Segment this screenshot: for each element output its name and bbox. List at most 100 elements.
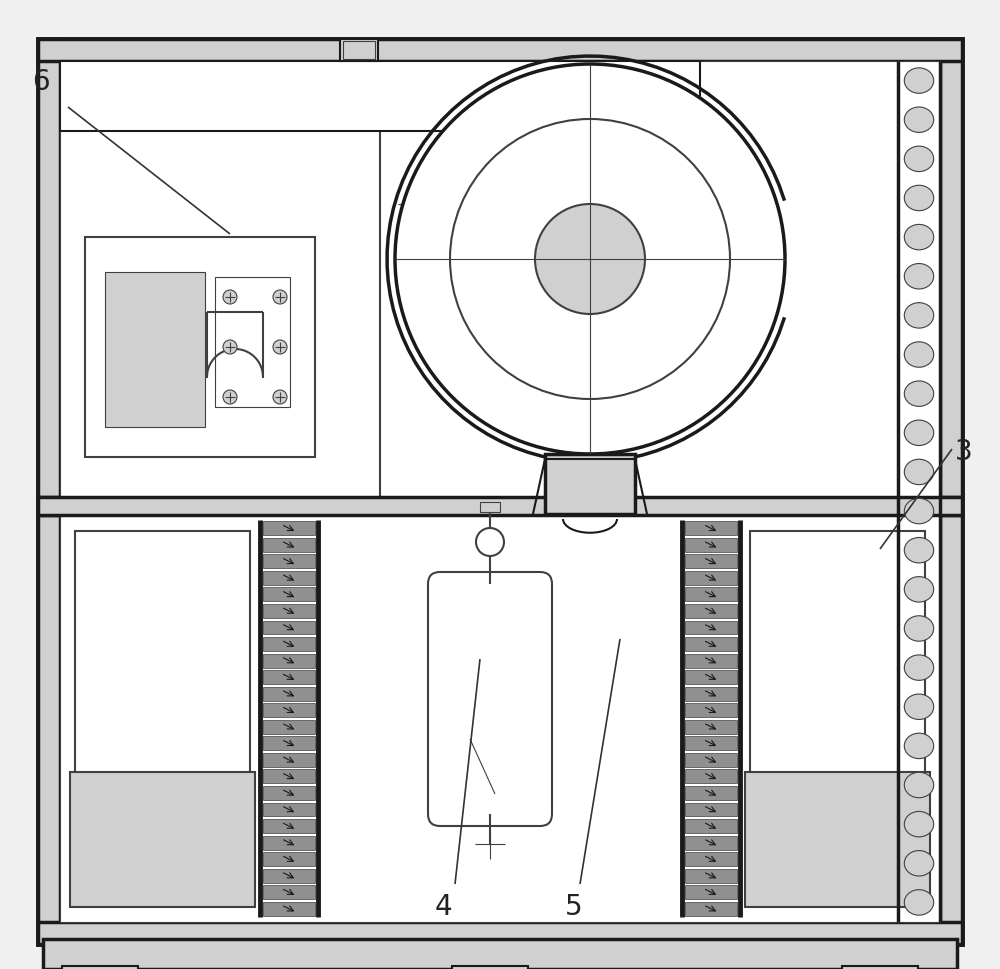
Bar bbox=[75, 531, 250, 782]
Bar bbox=[685, 687, 737, 701]
Bar bbox=[685, 853, 737, 866]
Bar bbox=[685, 539, 737, 552]
Bar bbox=[685, 819, 737, 833]
Bar bbox=[38, 40, 962, 62]
Bar bbox=[685, 753, 737, 767]
Circle shape bbox=[450, 120, 730, 399]
Ellipse shape bbox=[904, 147, 934, 172]
Bar bbox=[263, 654, 315, 668]
Bar bbox=[62, 966, 138, 969]
Bar bbox=[263, 819, 315, 833]
Bar bbox=[452, 966, 528, 969]
Bar bbox=[263, 786, 315, 800]
Circle shape bbox=[273, 341, 287, 355]
Bar bbox=[215, 278, 290, 408]
Ellipse shape bbox=[904, 772, 934, 797]
Bar bbox=[263, 869, 315, 883]
Bar bbox=[38, 40, 60, 944]
Circle shape bbox=[223, 391, 237, 405]
Bar bbox=[263, 835, 315, 850]
Circle shape bbox=[223, 291, 237, 304]
Bar bbox=[263, 769, 315, 784]
Bar bbox=[685, 786, 737, 800]
Bar bbox=[685, 835, 737, 850]
Ellipse shape bbox=[904, 655, 934, 680]
Text: 6: 6 bbox=[32, 68, 50, 96]
Circle shape bbox=[476, 528, 504, 556]
Bar bbox=[263, 853, 315, 866]
Bar bbox=[38, 922, 962, 944]
Bar bbox=[343, 42, 375, 60]
Bar bbox=[685, 802, 737, 817]
Bar bbox=[842, 966, 918, 969]
Bar bbox=[263, 687, 315, 701]
Circle shape bbox=[273, 291, 287, 304]
Bar bbox=[60, 62, 700, 132]
Circle shape bbox=[223, 341, 237, 355]
Ellipse shape bbox=[904, 265, 934, 290]
Bar bbox=[685, 720, 737, 734]
Circle shape bbox=[395, 65, 785, 454]
Ellipse shape bbox=[904, 342, 934, 368]
Ellipse shape bbox=[904, 695, 934, 720]
Bar bbox=[685, 902, 737, 916]
Bar bbox=[263, 802, 315, 817]
Ellipse shape bbox=[904, 616, 934, 641]
Bar bbox=[38, 497, 962, 516]
Ellipse shape bbox=[904, 421, 934, 446]
Bar bbox=[745, 772, 930, 907]
Bar bbox=[545, 454, 635, 515]
Bar bbox=[263, 521, 315, 536]
Bar bbox=[263, 572, 315, 585]
Bar bbox=[263, 720, 315, 734]
Bar bbox=[263, 736, 315, 750]
Bar bbox=[685, 521, 737, 536]
Ellipse shape bbox=[904, 890, 934, 915]
Bar bbox=[685, 605, 737, 618]
Bar bbox=[685, 638, 737, 651]
Bar bbox=[263, 605, 315, 618]
Bar bbox=[263, 886, 315, 899]
Bar bbox=[685, 886, 737, 899]
Bar bbox=[263, 671, 315, 684]
Bar bbox=[263, 703, 315, 717]
Ellipse shape bbox=[904, 459, 934, 485]
Bar bbox=[263, 638, 315, 651]
Bar bbox=[43, 939, 957, 969]
Bar bbox=[685, 703, 737, 717]
Ellipse shape bbox=[904, 69, 934, 94]
Text: 5: 5 bbox=[565, 892, 583, 920]
Text: 3: 3 bbox=[955, 438, 973, 465]
Bar bbox=[685, 671, 737, 684]
Ellipse shape bbox=[904, 186, 934, 211]
Bar bbox=[85, 237, 315, 457]
Bar bbox=[685, 736, 737, 750]
Circle shape bbox=[535, 204, 645, 315]
Ellipse shape bbox=[904, 382, 934, 407]
Bar bbox=[480, 503, 500, 513]
Ellipse shape bbox=[904, 734, 934, 759]
Ellipse shape bbox=[904, 499, 934, 524]
Bar bbox=[263, 588, 315, 602]
Text: 4: 4 bbox=[435, 892, 453, 920]
Ellipse shape bbox=[904, 538, 934, 563]
Bar bbox=[263, 555, 315, 569]
Bar bbox=[750, 531, 925, 782]
Bar bbox=[263, 539, 315, 552]
Bar bbox=[263, 902, 315, 916]
Bar bbox=[263, 621, 315, 635]
Ellipse shape bbox=[904, 851, 934, 876]
Bar bbox=[60, 516, 940, 922]
Bar bbox=[685, 869, 737, 883]
Circle shape bbox=[273, 391, 287, 405]
Bar bbox=[685, 654, 737, 668]
Ellipse shape bbox=[904, 303, 934, 328]
Bar bbox=[685, 555, 737, 569]
Bar bbox=[940, 40, 962, 944]
Bar bbox=[60, 62, 940, 497]
Bar bbox=[685, 572, 737, 585]
Bar bbox=[105, 272, 205, 427]
Bar bbox=[70, 772, 255, 907]
Ellipse shape bbox=[904, 108, 934, 134]
Bar bbox=[685, 588, 737, 602]
